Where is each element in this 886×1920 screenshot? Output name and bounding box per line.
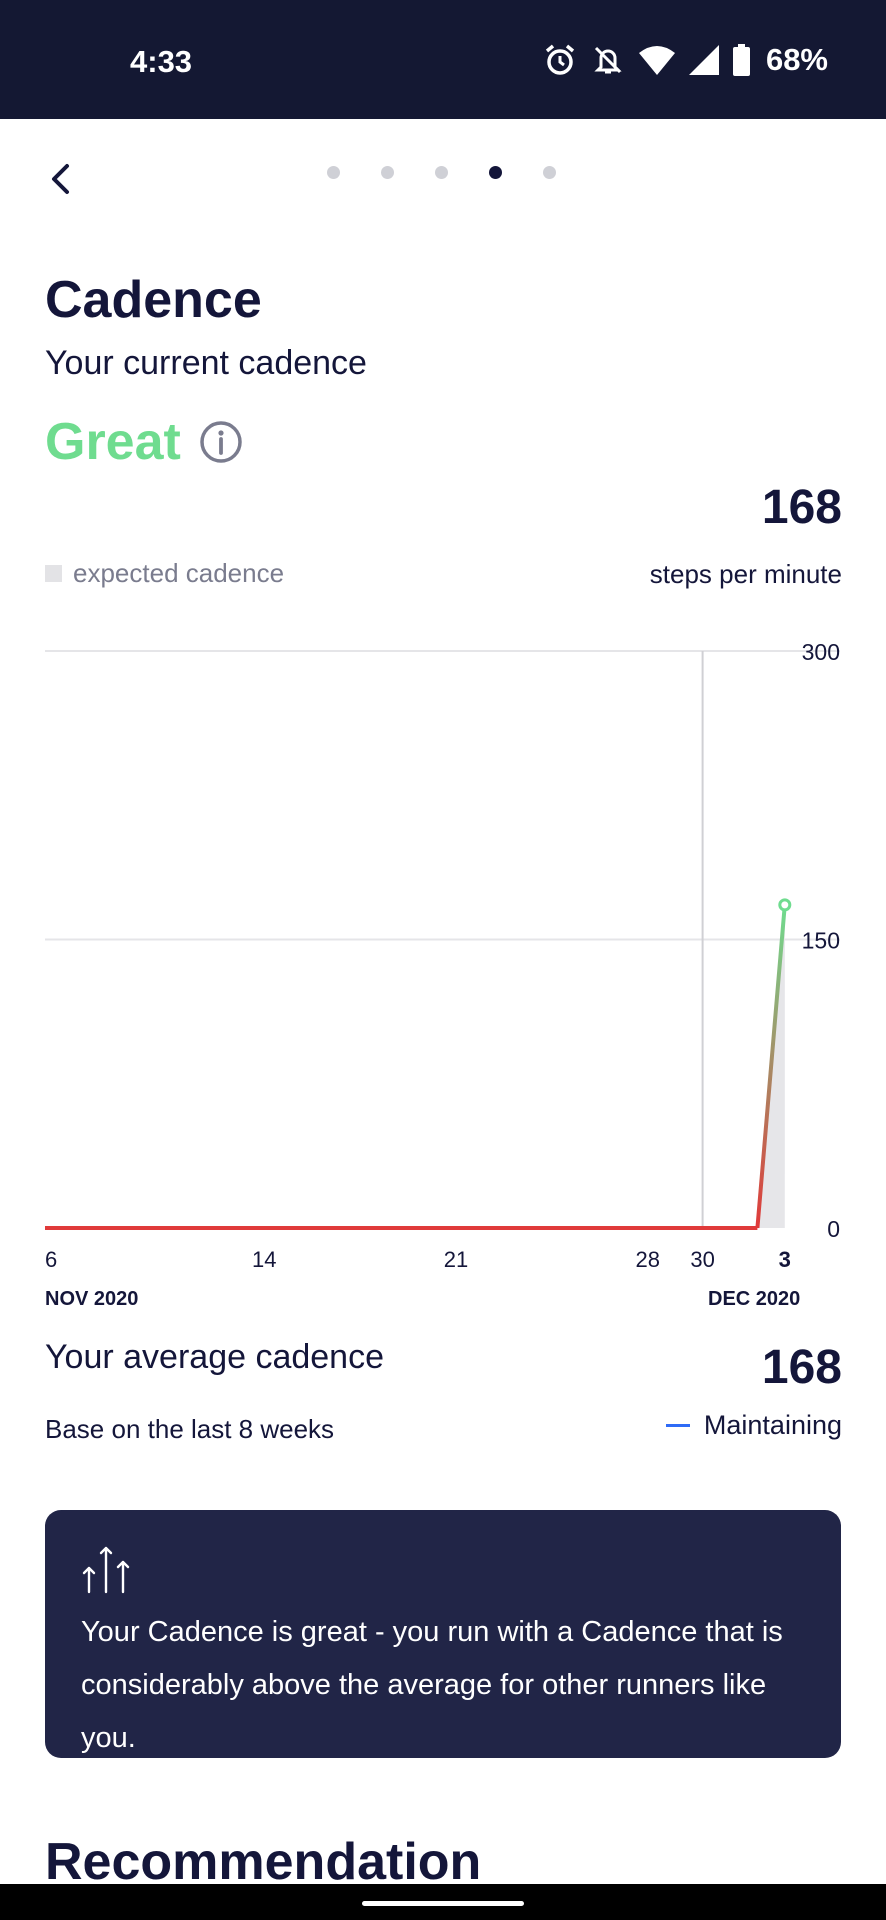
wifi-icon [638, 46, 675, 75]
trend-indicator: Maintaining [665, 1410, 842, 1441]
alarm-icon [545, 44, 575, 75]
page-dot-active[interactable] [489, 166, 502, 179]
x-tick-label: 6 [45, 1247, 57, 1272]
back-button[interactable] [42, 158, 84, 200]
cadence-line-rise [755, 904, 787, 1229]
home-gesture-handle[interactable] [362, 1901, 524, 1906]
current-cadence-value: 168 [761, 481, 842, 534]
page-dot[interactable] [381, 166, 394, 179]
current-cadence-subtitle: Your current cadence [45, 344, 367, 382]
average-cadence-value: 168 [761, 1341, 842, 1394]
x-month-label: DEC 2020 [708, 1288, 801, 1310]
insight-card: Your Cadence is great - you run with a C… [45, 1510, 841, 1758]
x-tick-label: 14 [252, 1247, 276, 1272]
insight-text: Your Cadence is great - you run with a C… [81, 1616, 783, 1754]
x-month-label: NOV 2020 [45, 1288, 139, 1310]
chart-legend: expected cadence [45, 558, 284, 589]
y-tick-label: 150 [802, 928, 840, 954]
status-icons: 68% [543, 42, 828, 78]
x-tick-label: 21 [444, 1247, 468, 1272]
page-dot[interactable] [435, 166, 448, 179]
rating-label: Great [45, 413, 181, 471]
cadence-point [778, 898, 792, 912]
recommendation-heading: Recommendation [45, 1833, 482, 1891]
page-title: Cadence [45, 271, 262, 329]
signal-icon [688, 45, 719, 75]
cadence-chart: 300 150 0 6 14 21 28 30 3 [45, 639, 840, 1272]
chevron-left-icon [52, 164, 69, 194]
arrows-up-icon [82, 1546, 130, 1594]
x-tick-label: 30 [690, 1247, 714, 1272]
battery-percentage: 68% [765, 42, 828, 77]
trend-dash-icon [665, 1424, 690, 1427]
page-dot[interactable] [543, 166, 556, 179]
x-tick-label: 3 [779, 1247, 791, 1272]
average-cadence-title: Your average cadence [45, 1338, 385, 1376]
y-tick-label: 300 [802, 639, 840, 665]
notifications-off-icon [594, 46, 622, 74]
trend-label: Maintaining [703, 1410, 842, 1440]
rating-row: Great [45, 412, 243, 472]
info-icon[interactable] [199, 420, 243, 464]
average-cadence-subtitle: Base on the last 8 weeks [45, 1414, 335, 1444]
cadence-unit-label: steps per minute [649, 559, 842, 589]
page-dot[interactable] [327, 166, 340, 179]
expected-cadence-swatch [45, 565, 62, 582]
expected-cadence-label: expected cadence [73, 558, 285, 588]
status-bar: 4:33 68% [0, 0, 886, 119]
page-indicator [327, 166, 556, 179]
y-tick-label: 0 [827, 1216, 840, 1242]
status-time: 4:33 [130, 44, 193, 79]
x-tick-label: 28 [636, 1247, 660, 1272]
battery-icon [732, 44, 750, 76]
